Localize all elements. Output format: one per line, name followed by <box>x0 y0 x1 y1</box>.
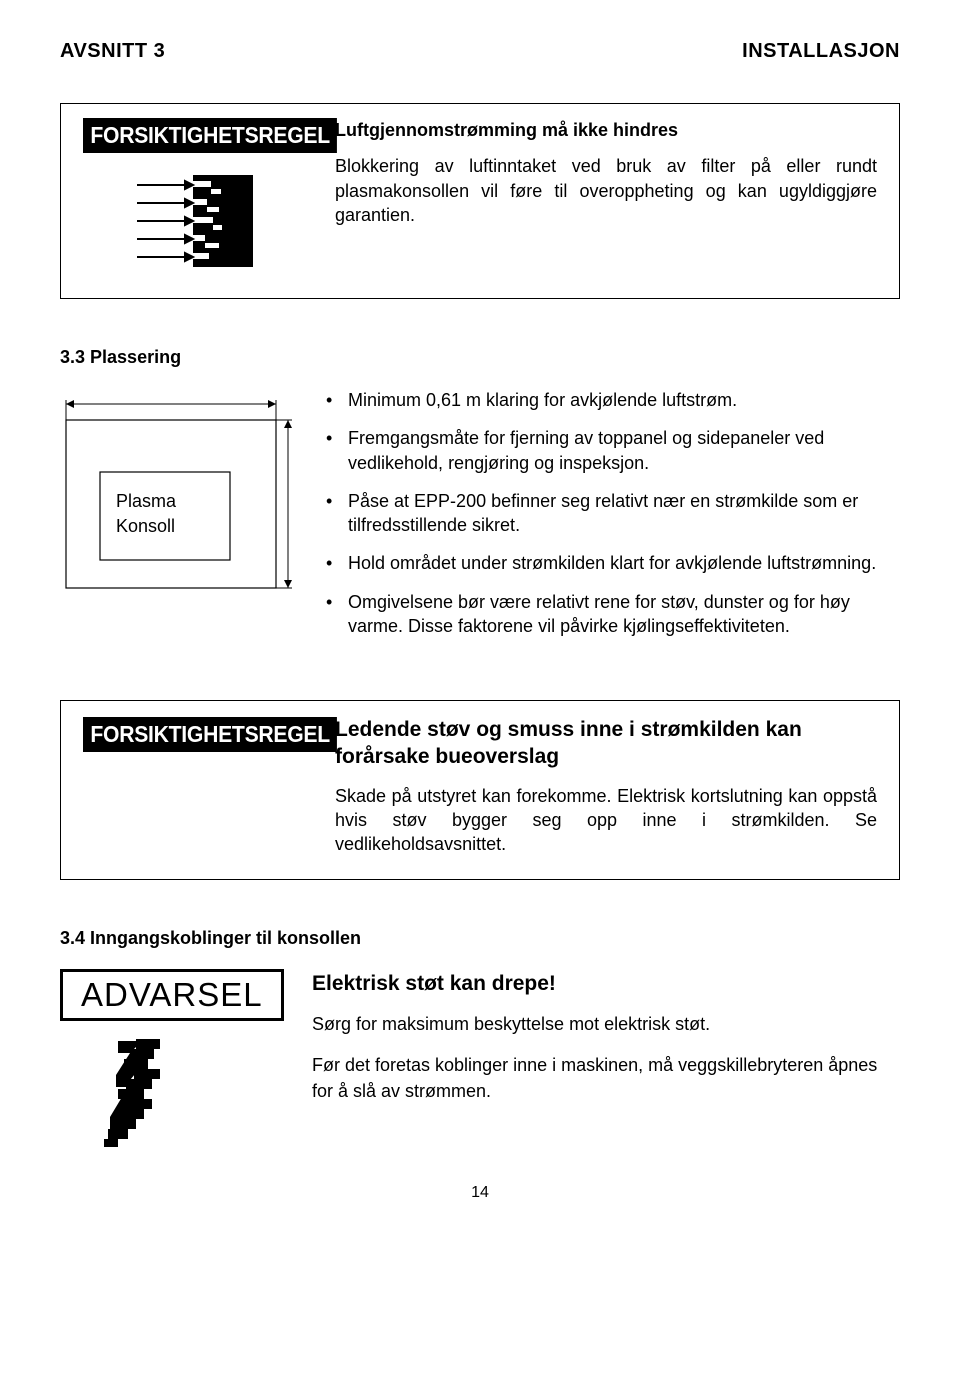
section-heading-34: 3.4 Inngangskoblinger til konsollen <box>60 928 900 949</box>
caution-badge: FORSIKTIGHETSREGEL <box>83 118 337 153</box>
caution-body: Blokkering av luftinntaket ved bruk av f… <box>335 154 877 227</box>
page-number: 14 <box>60 1184 900 1202</box>
caution-box-airflow: FORSIKTIGHETSREGEL <box>60 103 900 299</box>
warning-paragraph: Før det foretas koblinger inne i maskine… <box>312 1053 900 1103</box>
caution-title: Luftgjennomstrømming må ikke hindres <box>335 118 877 142</box>
caution-box-dust: FORSIKTIGHETSREGEL Ledende støv og smuss… <box>60 700 900 879</box>
header-title: INSTALLASJON <box>742 40 900 63</box>
caution-body: Skade på utstyret kan forekomme. Elektri… <box>335 784 877 857</box>
diagram-label-konsoll: Konsoll <box>116 516 175 536</box>
caution-left: FORSIKTIGHETSREGEL <box>83 717 313 856</box>
diagram-label-plasma: Plasma <box>116 491 177 511</box>
warning-row: ADVARSEL <box>60 969 900 1154</box>
caution-title: Ledende støv og smuss inne i strømkilden… <box>335 717 877 770</box>
lightning-icon <box>100 1039 290 1154</box>
caution-content: Ledende støv og smuss inne i strømkilden… <box>335 717 877 856</box>
caution-left: FORSIKTIGHETSREGEL <box>83 118 313 276</box>
warning-badge: ADVARSEL <box>60 969 284 1021</box>
header-section: AVSNITT 3 <box>60 40 165 63</box>
section-heading-33: 3.3 Plassering <box>60 347 900 368</box>
warning-left: ADVARSEL <box>60 969 290 1154</box>
page-header: AVSNITT 3 INSTALLASJON <box>60 40 900 63</box>
list-item: Minimum 0,61 m klaring for avkjølende lu… <box>318 388 900 412</box>
list-item: Omgivelsene bør være relativt rene for s… <box>318 590 900 639</box>
list-item: Hold området under strømkilden klart for… <box>318 551 900 575</box>
placement-row: Plasma Konsoll Minimum 0,61 m klaring fo… <box>60 388 900 652</box>
caution-badge: FORSIKTIGHETSREGEL <box>83 717 337 752</box>
warning-paragraph: Sørg for maksimum beskyttelse mot elektr… <box>312 1012 900 1037</box>
placement-list: Minimum 0,61 m klaring for avkjølende lu… <box>318 388 900 652</box>
list-item: Fremgangsmåte for fjerning av toppanel o… <box>318 426 900 475</box>
airflow-icon <box>83 171 313 276</box>
placement-diagram: Plasma Konsoll <box>60 388 300 607</box>
warning-content: Elektrisk støt kan drepe! Sørg for maksi… <box>312 969 900 1120</box>
caution-content: Luftgjennomstrømming må ikke hindres Blo… <box>335 118 877 276</box>
list-item: Påse at EPP-200 befinner seg relativt næ… <box>318 489 900 538</box>
warning-title: Elektrisk støt kan drepe! <box>312 969 900 998</box>
